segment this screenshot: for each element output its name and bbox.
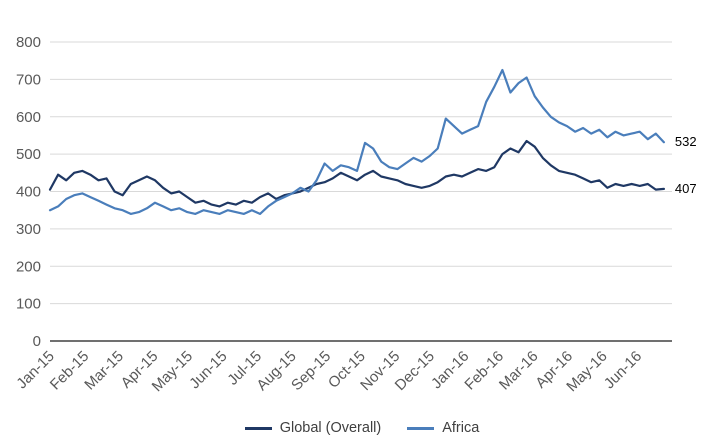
x-axis-label: Mar-16 [496, 348, 542, 394]
line-chart: 0100200300400500600700800Jan-15Feb-15Mar… [13, 34, 697, 395]
global-line-swatch [244, 426, 272, 430]
chart-legend: Global (Overall) Africa [0, 420, 724, 436]
y-axis-label: 300 [16, 221, 41, 238]
legend-label-africa: Africa [442, 420, 480, 436]
y-axis-label: 100 [16, 296, 41, 313]
x-axis-label: Sep-15 [288, 348, 334, 394]
legend-item-africa[interactable]: Africa [407, 420, 479, 436]
series-line-1 [48, 68, 666, 215]
africa-line-swatch [407, 426, 435, 430]
y-axis-label: 500 [16, 146, 41, 163]
y-axis-label: 700 [16, 71, 41, 88]
y-axis-label: 200 [16, 258, 41, 275]
x-axis-label: Mar-15 [81, 348, 127, 394]
series-line-0 [48, 139, 666, 208]
x-axis-label: Dec-15 [392, 348, 438, 394]
y-axis-label: 400 [16, 184, 41, 201]
series-end-label-0: 407 [675, 181, 697, 196]
legend-label-global: Global (Overall) [279, 420, 382, 436]
y-axis-label: 800 [16, 34, 41, 51]
series-end-label-1: 532 [675, 134, 697, 149]
y-axis-label: 600 [16, 109, 41, 126]
x-axis-label: Jun-16 [601, 348, 645, 392]
y-axis-label: 0 [33, 333, 41, 350]
x-axis-label: Jun-15 [186, 348, 230, 392]
legend-item-global[interactable]: Global (Overall) [244, 420, 382, 436]
